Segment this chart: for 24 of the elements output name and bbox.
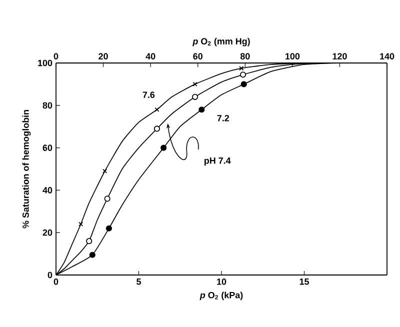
- y-tick-label: 20: [42, 229, 52, 236]
- x2-tick-label: 40: [146, 53, 156, 60]
- y-tick-label: 60: [42, 144, 52, 151]
- x2-tick-label: 60: [193, 53, 202, 60]
- x2-tick-label: 140: [380, 53, 394, 60]
- x2-tick-label: 0: [54, 53, 58, 60]
- x-axis-title: p O$_{2}$ (kPa): [200, 292, 243, 300]
- y-tick-label: 40: [42, 187, 52, 194]
- y-tick-label: 80: [42, 102, 52, 109]
- annotation: 7.2: [217, 114, 230, 122]
- x2-tick-label: 100: [286, 53, 300, 60]
- x2-tick-label: 80: [240, 53, 250, 60]
- y-tick-label: 100: [38, 60, 52, 66]
- annotation: 7.6: [142, 92, 155, 98]
- y-axis-title: % Saturation of hemoglobin: [22, 110, 31, 228]
- x2-axis-title: p O$_{2}$ (mm Hg): [192, 38, 250, 46]
- x2-tick-label: 20: [98, 53, 108, 60]
- x-tick-label: 0: [54, 278, 58, 285]
- y-tick-label: 0: [48, 272, 52, 278]
- annotation: pH 7.4: [204, 158, 231, 166]
- x-tick-label: 15: [300, 278, 309, 285]
- x-tick-label: 10: [217, 278, 226, 285]
- x-tick-label: 5: [136, 278, 141, 285]
- x2-tick-label: 120: [332, 53, 347, 60]
